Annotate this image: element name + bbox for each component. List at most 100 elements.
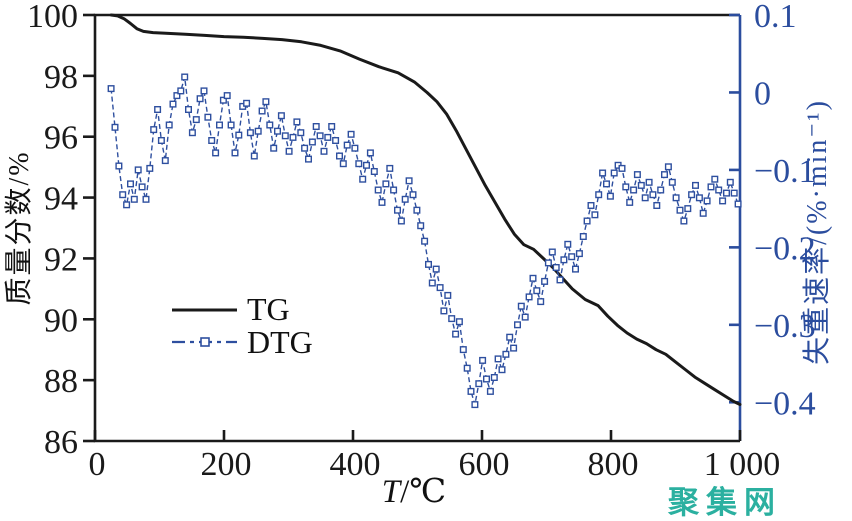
dtg-marker bbox=[277, 112, 285, 120]
dtg-marker bbox=[305, 155, 313, 163]
dtg-marker bbox=[390, 186, 398, 194]
dtg-marker bbox=[502, 350, 510, 358]
dtg-marker bbox=[537, 298, 545, 306]
dtg-marker bbox=[610, 169, 618, 177]
legend-label-dtg: DTG bbox=[247, 324, 313, 360]
dtg-marker bbox=[572, 265, 580, 273]
dtg-marker bbox=[703, 197, 711, 205]
y-right-tick-label: −0.1 bbox=[754, 153, 816, 190]
dtg-marker bbox=[223, 92, 231, 100]
dtg-marker bbox=[215, 121, 223, 129]
dtg-marker bbox=[657, 186, 665, 194]
series-curves bbox=[107, 13, 742, 409]
dtg-marker bbox=[397, 217, 405, 225]
dtg-marker bbox=[336, 152, 344, 160]
dtg-marker bbox=[378, 198, 386, 206]
x-axis-title-symbol: T bbox=[382, 474, 403, 510]
x-tick-label: 800 bbox=[588, 446, 639, 483]
dtg-marker bbox=[328, 122, 336, 130]
dtg-marker bbox=[150, 126, 158, 134]
dtg-marker bbox=[231, 149, 239, 157]
y-left-tick-label: 96 bbox=[44, 120, 78, 157]
dtg-marker bbox=[270, 144, 278, 152]
dtg-marker bbox=[134, 166, 142, 174]
x-tick-label: 0 bbox=[89, 446, 106, 483]
dtg-marker bbox=[250, 152, 258, 160]
dtg-marker bbox=[734, 200, 742, 208]
y-left-tick-label: 98 bbox=[44, 59, 78, 96]
dtg-marker bbox=[274, 127, 282, 135]
dtg-marker bbox=[448, 315, 456, 323]
dtg-marker bbox=[641, 194, 649, 202]
dtg-marker bbox=[142, 195, 150, 203]
dtg-marker bbox=[374, 186, 382, 194]
dtg-marker bbox=[626, 198, 634, 206]
dtg-marker bbox=[467, 387, 475, 395]
x-tick-label: 1 000 bbox=[704, 446, 781, 483]
dtg-marker bbox=[715, 186, 723, 194]
legend: TG DTG bbox=[172, 291, 313, 360]
dtg-marker bbox=[312, 122, 320, 130]
dtg-marker bbox=[556, 276, 564, 284]
legend-dtg-marker bbox=[200, 337, 210, 347]
dtg-marker bbox=[459, 346, 467, 354]
dtg-marker bbox=[382, 180, 390, 188]
dtg-marker bbox=[243, 99, 251, 107]
dtg-marker bbox=[111, 123, 119, 131]
dtg-marker bbox=[479, 356, 487, 364]
dtg-marker bbox=[297, 129, 305, 137]
y-right-tick-label: 0.1 bbox=[754, 0, 797, 35]
dtg-marker bbox=[394, 206, 402, 214]
dtg-marker bbox=[440, 307, 448, 315]
dtg-marker bbox=[154, 105, 162, 113]
dtg-marker bbox=[688, 191, 696, 199]
dtg-marker bbox=[711, 175, 719, 183]
dtg-marker bbox=[564, 240, 572, 248]
dtg-marker bbox=[637, 181, 645, 189]
dtg-marker bbox=[204, 113, 212, 121]
dtg-marker bbox=[343, 141, 351, 149]
dtg-marker bbox=[208, 136, 216, 144]
dtg-marker bbox=[455, 318, 463, 326]
y-left-tick-label: 92 bbox=[44, 241, 78, 278]
dtg-marker bbox=[285, 147, 293, 155]
dtg-marker bbox=[548, 248, 556, 256]
dtg-marker bbox=[417, 222, 425, 230]
dtg-marker bbox=[676, 206, 684, 214]
dtg-marker bbox=[246, 129, 254, 137]
dtg-marker bbox=[649, 191, 657, 199]
dtg-marker bbox=[622, 183, 630, 191]
dtg-curve-markers bbox=[107, 73, 742, 409]
dtg-marker bbox=[664, 163, 672, 171]
dtg-marker bbox=[514, 321, 522, 329]
dtg-marker bbox=[428, 279, 436, 287]
dtg-marker bbox=[119, 191, 127, 199]
x-tick-label: 600 bbox=[459, 446, 510, 483]
dtg-marker bbox=[568, 253, 576, 261]
dtg-marker bbox=[633, 171, 641, 179]
dtg-marker bbox=[517, 302, 525, 310]
dtg-marker bbox=[351, 144, 359, 152]
dtg-marker bbox=[401, 195, 409, 203]
dtg-marker bbox=[157, 136, 165, 144]
dtg-marker bbox=[181, 73, 189, 81]
dtg-marker bbox=[668, 178, 676, 186]
dtg-marker bbox=[281, 132, 289, 140]
dtg-marker bbox=[161, 157, 169, 165]
dtg-marker bbox=[529, 274, 537, 282]
dtg-marker bbox=[254, 127, 262, 135]
dtg-marker bbox=[653, 201, 661, 209]
dtg-marker bbox=[409, 191, 417, 199]
legend-label-tg: TG bbox=[247, 291, 290, 327]
dtg-marker bbox=[196, 95, 204, 103]
dtg-marker bbox=[463, 364, 471, 372]
dtg-marker bbox=[486, 387, 494, 395]
dtg-marker bbox=[227, 121, 235, 129]
dtg-marker bbox=[525, 293, 533, 301]
dtg-marker bbox=[301, 144, 309, 152]
dtg-marker bbox=[552, 264, 560, 272]
plot-frame bbox=[93, 13, 740, 443]
dtg-marker bbox=[591, 211, 599, 219]
